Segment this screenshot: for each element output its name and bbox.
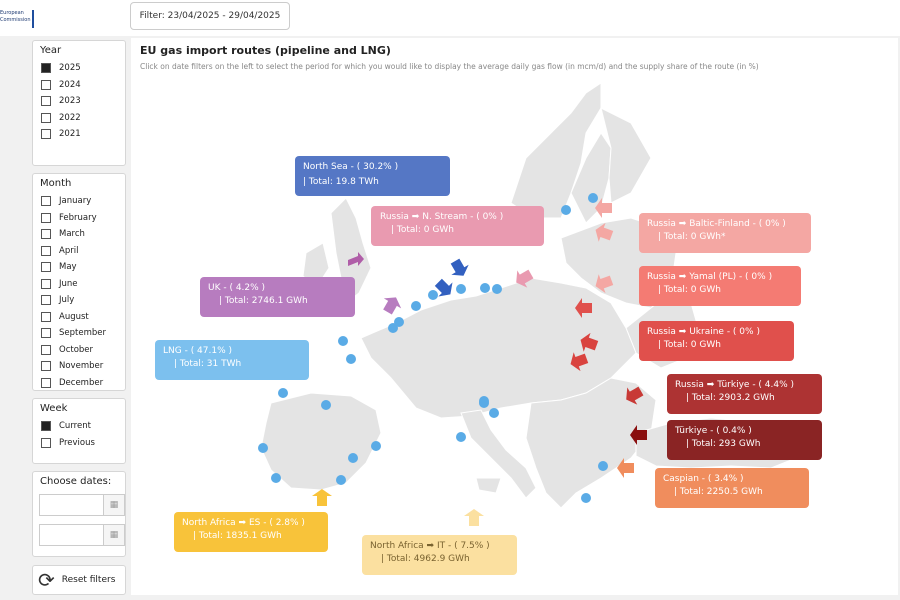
checkbox[interactable]: [41, 262, 51, 273]
turkiye-title: Türkiye - ( 0.4% ): [674, 426, 752, 436]
year-option-2022[interactable]: 2022: [33, 110, 125, 127]
european-commission-logo: European Commission: [0, 10, 34, 28]
calendar-icon[interactable]: ▦: [103, 494, 125, 516]
month-panel-title: Month: [40, 178, 72, 189]
year-panel-title: Year: [40, 45, 62, 56]
europe-map: North Sea - ( 30.2% ) | Total: 19.8 TWh …: [155, 82, 822, 575]
checkbox[interactable]: [41, 421, 51, 432]
route-point-markers: [258, 193, 608, 503]
checkbox[interactable]: [41, 328, 51, 339]
map-panel: North Sea - ( 30.2% ) | Total: 19.8 TWh …: [131, 38, 898, 595]
refresh-icon: ⟳: [38, 568, 55, 592]
calendar-icon[interactable]: ▦: [103, 524, 125, 546]
month-option-december[interactable]: December: [33, 375, 125, 392]
lng-title: LNG - ( 47.1% ): [163, 346, 232, 356]
map-title: EU gas import routes (pipeline and LNG): [140, 44, 391, 57]
checkbox[interactable]: [41, 278, 51, 289]
russia-turkiye-value: | Total: 2903.2 GWh: [686, 393, 775, 403]
russia-nstream-title: Russia ➡ N. Stream - ( 0% ): [380, 212, 503, 222]
month-option-march[interactable]: March: [33, 226, 125, 243]
caspian-value: | Total: 2250.5 GWh: [674, 487, 763, 497]
year-option-2023[interactable]: 2023: [33, 93, 125, 110]
month-option-august[interactable]: August: [33, 309, 125, 326]
week-panel: Week Current Previous: [32, 398, 126, 464]
checkbox[interactable]: [41, 112, 51, 123]
checkbox[interactable]: [41, 437, 51, 448]
checkbox[interactable]: [41, 361, 51, 372]
checkbox[interactable]: [41, 96, 51, 107]
checkbox[interactable]: [41, 212, 51, 223]
month-option-november[interactable]: November: [33, 358, 125, 375]
north-africa-es-title: North Africa ➡ ES - ( 2.8% ): [182, 518, 305, 528]
russia-ukraine-title: Russia ➡ Ukraine - ( 0% ): [647, 327, 760, 337]
dates-panel: Choose dates: ▦ ▦: [32, 471, 126, 557]
dates-panel-title: Choose dates:: [40, 476, 112, 487]
month-option-october[interactable]: October: [33, 342, 125, 359]
reset-filters-button[interactable]: ⟳ Reset filters: [32, 565, 126, 595]
filter-banner: Filter: 23/04/2025 - 29/04/2025: [130, 2, 290, 30]
russia-ukraine-value: | Total: 0 GWh: [658, 340, 721, 350]
north-africa-es-value: | Total: 1835.1 GWh: [193, 531, 282, 541]
top-bar: European Commission Filter: 23/04/2025 -…: [0, 0, 900, 36]
north-africa-it-title: North Africa ➡ IT - ( 7.5% ): [370, 541, 490, 551]
turkiye-value: | Total: 293 GWh: [686, 439, 760, 449]
checkbox[interactable]: [41, 79, 51, 90]
checkbox[interactable]: [41, 229, 51, 240]
checkbox[interactable]: [41, 311, 51, 322]
checkbox[interactable]: [41, 63, 51, 74]
year-option-2025[interactable]: 2025: [33, 60, 125, 77]
north-sea-title: North Sea - ( 30.2% ): [303, 162, 398, 172]
week-option-current[interactable]: Current: [33, 418, 125, 435]
uk-title: UK - ( 4.2% ): [208, 283, 265, 293]
route-arrows: [312, 198, 647, 526]
checkbox[interactable]: [41, 245, 51, 256]
checkbox[interactable]: [41, 129, 51, 140]
checkbox[interactable]: [41, 377, 51, 388]
month-option-september[interactable]: September: [33, 325, 125, 342]
russia-yamal-value: | Total: 0 GWh: [658, 285, 721, 295]
month-option-june[interactable]: June: [33, 276, 125, 293]
russia-yamal-title: Russia ➡ Yamal (PL) - ( 0% ): [647, 272, 772, 282]
month-option-april[interactable]: April: [33, 243, 125, 260]
north-sea-value: | Total: 19.8 TWh: [303, 177, 379, 187]
year-panel: Year 2025 2024 2023 2022 2021: [32, 40, 126, 166]
year-option-2021[interactable]: 2021: [33, 126, 125, 143]
month-option-january[interactable]: January: [33, 193, 125, 210]
map-subtitle: Click on date filters on the left to sel…: [140, 62, 759, 71]
north-africa-it-value: | Total: 4962.9 GWh: [381, 554, 470, 564]
month-option-may[interactable]: May: [33, 259, 125, 276]
lng-value: | Total: 31 TWh: [174, 359, 241, 369]
month-option-february[interactable]: February: [33, 210, 125, 227]
month-panel: Month January February March April May J…: [32, 173, 126, 391]
year-option-2024[interactable]: 2024: [33, 77, 125, 94]
month-option-july[interactable]: July: [33, 292, 125, 309]
caspian-title: Caspian - ( 3.4% ): [663, 474, 744, 484]
russia-baltic-title: Russia ➡ Baltic-Finland - ( 0% ): [647, 219, 786, 229]
checkbox[interactable]: [41, 295, 51, 306]
week-option-previous[interactable]: Previous: [33, 435, 125, 452]
russia-turkiye-title: Russia ➡ Türkiye - ( 4.4% ): [675, 380, 794, 390]
russia-nstream-value: | Total: 0 GWh: [391, 225, 454, 235]
week-panel-title: Week: [40, 403, 68, 414]
uk-value: | Total: 2746.1 GWh: [219, 296, 308, 306]
checkbox[interactable]: [41, 344, 51, 355]
checkbox[interactable]: [41, 196, 51, 207]
russia-baltic-value: | Total: 0 GWh*: [658, 232, 726, 242]
